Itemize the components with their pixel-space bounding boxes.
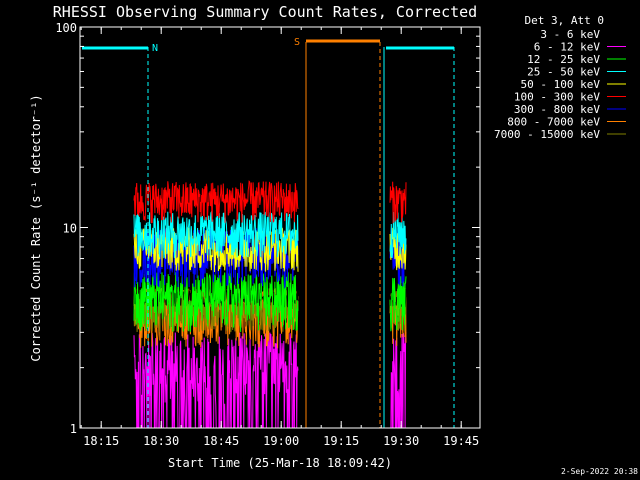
legend-entry-6: 300 - 800 keV (514, 103, 600, 116)
x-tick-label-6: 19:45 (443, 434, 479, 448)
y-tick-label-1: 10 (63, 222, 77, 236)
y-tick-label-2: 100 (55, 21, 77, 35)
legend-entry-7: 800 - 7000 keV (507, 116, 600, 129)
series-trace-2-interval-0 (133, 271, 299, 333)
legend-entry-8: 7000 - 15000 keV (494, 128, 600, 141)
legend-title: Det 3, Att 0 (525, 14, 604, 27)
x-axis-label: Start Time (25-Mar-18 18:09:42) (168, 456, 392, 470)
legend-entry-2: 12 - 25 keV (527, 53, 600, 66)
y-axis-label: Corrected Count Rate (s⁻¹ detector⁻¹) (29, 94, 43, 361)
date-stamp: 2-Sep-2022 20:38 (561, 467, 638, 476)
legend-entry-4: 50 - 100 keV (521, 78, 601, 91)
plot-area (133, 180, 407, 429)
series-trace-1-interval-1 (390, 332, 407, 429)
axes: 18:15 18:30 18:45 19:00 19:15 19:30 19:45 1 10 10… (55, 21, 481, 448)
y-tick-label-0: 1 (70, 422, 77, 436)
x-tick-label-3: 19:00 (263, 434, 299, 448)
x-tick-label-1: 18:30 (143, 434, 179, 448)
chart-title: RHESSI Observing Summary Count Rates, Co… (53, 3, 477, 21)
series-trace-2-interval-1 (389, 274, 407, 332)
legend-entry-0: 3 - 6 keV (540, 28, 600, 41)
series-trace-5-interval-0 (133, 180, 299, 224)
series-trace-1-interval-0 (133, 332, 299, 429)
x-tick-label-0: 18:15 (83, 434, 119, 448)
x-tick-label-4: 19:15 (323, 434, 359, 448)
x-tick-label-5: 19:30 (383, 434, 419, 448)
series-trace-3-interval-0 (133, 210, 299, 259)
series-trace-5-interval-1 (389, 181, 407, 224)
legend-entry-1: 6 - 12 keV (534, 41, 601, 54)
saa-label: S (294, 37, 300, 48)
legend-entry-3: 25 - 50 keV (527, 66, 600, 79)
x-tick-label-2: 18:45 (203, 434, 239, 448)
night-label: N (152, 43, 158, 54)
legend-entry-5: 100 - 300 keV (514, 91, 600, 104)
